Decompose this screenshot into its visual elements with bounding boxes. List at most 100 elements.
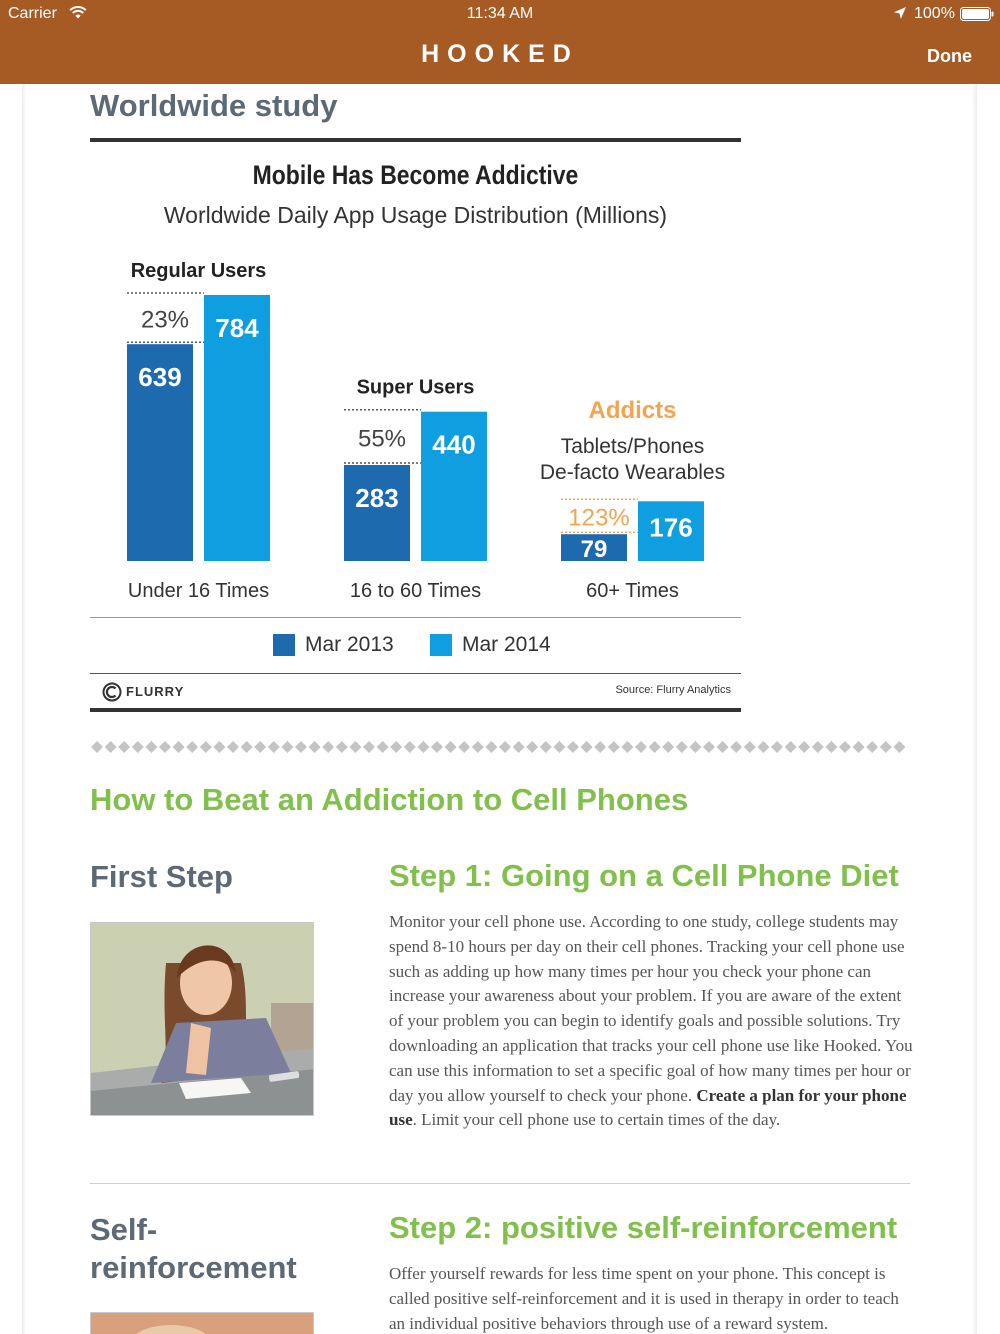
diamond-ornament xyxy=(376,741,389,753)
diamond-ornament xyxy=(798,741,811,753)
battery-icon xyxy=(960,7,994,21)
diamond-ornament xyxy=(689,741,702,753)
growth-label-group-2: 55% xyxy=(358,425,406,452)
chart-divider xyxy=(90,617,741,618)
diamond-ornament xyxy=(730,741,743,753)
chart-title: Mobile Has Become Addictive xyxy=(252,160,579,190)
diamond-ornament xyxy=(893,741,906,753)
diamond-ornament xyxy=(594,741,607,753)
first-step-heading: First Step xyxy=(90,859,233,894)
bar-mar-2013-group-1 xyxy=(127,344,193,561)
chart-bottom-rule xyxy=(90,708,741,712)
diamond-ornament xyxy=(199,741,212,753)
diamond-divider xyxy=(91,741,906,753)
legend-swatch-mar-2014 xyxy=(430,634,452,656)
diamond-ornament xyxy=(186,741,199,753)
category-label-group-2: 16 to 60 Times xyxy=(350,580,481,602)
diamond-ornament xyxy=(417,741,430,753)
bar-mar-2014-group-2 xyxy=(421,411,487,561)
bar-mar-2013-group-3 xyxy=(561,534,627,561)
step1-body-emphasis: Create a plan for your phone use xyxy=(389,1085,907,1130)
category-label-group-1: Under 16 Times xyxy=(128,580,269,602)
diamond-ornament xyxy=(254,741,267,753)
how-to-title: How to Beat an Addiction to Cell Phones xyxy=(90,782,689,817)
diamond-ornament xyxy=(349,741,362,753)
self-reinforcement-heading: Self-reinforcement xyxy=(90,1212,297,1285)
bar-mar-2013-group-2 xyxy=(344,464,410,561)
page-edge-left xyxy=(22,84,26,1334)
diamond-ornament xyxy=(607,741,620,753)
flurry-logo-icon xyxy=(102,682,122,702)
diamond-ornament xyxy=(485,741,498,753)
section-divider xyxy=(90,1183,910,1184)
diamond-ornament xyxy=(839,741,851,753)
step2-heading: Step 2: positive self-reinforcement xyxy=(389,1210,898,1245)
diamond-ornament xyxy=(322,741,335,753)
diamond-ornament xyxy=(743,741,756,753)
diamond-ornament xyxy=(104,741,117,753)
thinking-woman-illustration xyxy=(91,923,313,1115)
diamond-ornament xyxy=(227,741,239,753)
legend-label-mar-2014: Mar 2014 xyxy=(462,633,551,656)
app-title: HOOKED xyxy=(421,40,579,68)
diamond-ornament xyxy=(811,741,824,753)
reward-illustration xyxy=(91,1313,313,1334)
location-arrow-icon xyxy=(894,7,906,19)
bar-label-mar-2013-group-2: 283 xyxy=(355,483,398,513)
diamond-ornament xyxy=(757,741,770,753)
diamond-ornament xyxy=(308,741,321,753)
diamond-ornament xyxy=(703,741,715,753)
diamond-ornament xyxy=(131,741,144,753)
step1-illustration xyxy=(90,922,314,1116)
page-edge-right xyxy=(972,84,977,1334)
diamond-ornament xyxy=(635,741,647,753)
group-name-1: Regular Users xyxy=(131,260,267,282)
status-carrier: Carrier xyxy=(8,5,57,22)
chart-source: Source: Flurry Analytics xyxy=(615,684,731,696)
bar-mar-2014-group-1 xyxy=(204,295,270,561)
diamond-ornament xyxy=(390,741,403,753)
diamond-ornament xyxy=(675,741,688,753)
diamond-ornament xyxy=(825,741,838,753)
diamond-ornament xyxy=(716,741,729,753)
section-title: Worldwide study xyxy=(90,88,338,123)
step1-heading: Step 1: Going on a Cell Phone Diet xyxy=(389,858,899,893)
bar-label-mar-2013-group-1: 639 xyxy=(138,362,181,392)
diamond-ornament xyxy=(539,741,552,753)
bar-mar-2014-group-3 xyxy=(638,501,704,561)
diamond-ornament xyxy=(281,741,294,753)
diamond-ornament xyxy=(499,741,511,753)
diamond-ornament xyxy=(621,741,634,753)
diamond-ornament xyxy=(213,741,226,753)
diamond-ornament xyxy=(771,741,783,753)
diamond-ornament xyxy=(580,741,593,753)
diamond-ornament xyxy=(471,741,484,753)
done-button[interactable]: Done xyxy=(927,46,972,66)
navigation-bar: Carrier 11:34 AM 100% HOOKED Done xyxy=(0,0,1000,84)
diamond-ornament xyxy=(118,741,131,753)
step1-body-text: Monitor your cell phone use. According t… xyxy=(389,912,913,1105)
bar-label-mar-2013-group-3: 79 xyxy=(581,536,608,563)
diamond-ornament xyxy=(553,741,566,753)
bar-label-mar-2014-group-1: 784 xyxy=(215,313,259,343)
flurry-logo-text: FLURRY xyxy=(126,684,185,699)
diamond-ornament xyxy=(172,741,185,753)
step1-body-text-end: . Limit your cell phone use to certain t… xyxy=(412,1110,781,1130)
step2-body: Offer yourself rewards for less time spe… xyxy=(389,1264,899,1333)
chart-top-rule xyxy=(90,138,741,142)
bar-label-mar-2014-group-3: 176 xyxy=(649,512,692,542)
diamond-ornament xyxy=(267,741,280,753)
diamond-ornament xyxy=(662,741,675,753)
group-note-line-2: De-facto Wearables xyxy=(540,461,725,484)
diamond-ornament xyxy=(526,741,539,753)
diamond-ornament xyxy=(403,741,416,753)
diamond-ornament xyxy=(295,741,307,753)
status-battery-percent: 100% xyxy=(914,5,955,22)
diamond-ornament xyxy=(335,741,348,753)
diamond-ornament xyxy=(784,741,797,753)
group-name-3: Addicts xyxy=(588,397,676,424)
diamond-ornament xyxy=(91,741,103,753)
diamond-ornament xyxy=(866,741,879,753)
diamond-ornament xyxy=(444,741,457,753)
infographic-chart: Mobile Has Become Addictive Worldwide Da… xyxy=(90,138,741,713)
